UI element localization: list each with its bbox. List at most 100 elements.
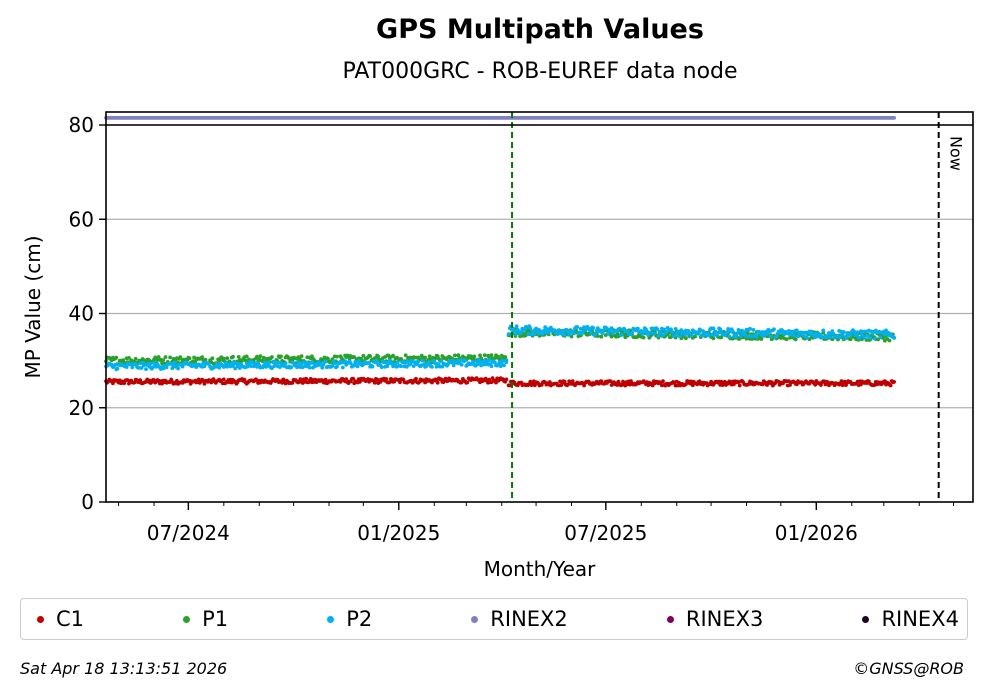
- point-p2: [620, 332, 624, 337]
- series-c1: [104, 376, 896, 388]
- legend-marker-rinex2: [471, 615, 479, 623]
- point-p1: [187, 356, 192, 361]
- point-p2: [379, 365, 384, 370]
- point-p2: [340, 365, 345, 370]
- point-c1: [562, 379, 567, 384]
- point-p2: [730, 329, 735, 334]
- point-p2: [231, 364, 235, 368]
- point-p1: [210, 356, 215, 361]
- series-p2: [104, 324, 896, 372]
- point-c1: [298, 377, 303, 381]
- legend-marker-c1: [37, 615, 44, 623]
- point-p2: [857, 335, 862, 340]
- point-p2: [716, 331, 720, 335]
- point-p1: [376, 354, 381, 359]
- y-tick-label: 80: [69, 113, 94, 137]
- legend-item-p1: P1: [183, 607, 228, 631]
- y-tick-label: 60: [69, 207, 94, 231]
- point-p1: [258, 354, 263, 358]
- point-p2: [528, 326, 533, 331]
- point-c1: [202, 381, 207, 386]
- point-p2: [884, 328, 888, 333]
- point-p2: [589, 331, 593, 335]
- point-p2: [792, 334, 797, 338]
- point-p2: [176, 366, 181, 371]
- point-p2: [139, 366, 144, 370]
- point-c1: [290, 381, 295, 385]
- point-p2: [489, 364, 494, 369]
- legend-item-p2: P2: [327, 607, 372, 631]
- point-p2: [768, 334, 773, 339]
- point-p2: [323, 359, 328, 364]
- point-p2: [406, 359, 410, 364]
- point-c1: [566, 382, 570, 387]
- chart-subtitle: PAT000GRC - ROB-EUREF data node: [342, 59, 738, 84]
- point-p1: [244, 354, 249, 359]
- point-p2: [296, 360, 301, 364]
- point-c1: [384, 377, 389, 381]
- point-p2: [440, 364, 445, 369]
- point-p2: [648, 330, 653, 335]
- point-c1: [504, 377, 509, 382]
- data-points: [104, 112, 940, 502]
- axes: Now 0 20 40 60 80 07/2024 01/2025 07/2025 01/2026…: [21, 111, 974, 581]
- point-p2: [148, 361, 153, 366]
- point-p2: [416, 359, 421, 364]
- point-p1: [423, 355, 427, 360]
- point-p2: [459, 362, 464, 367]
- point-p2: [348, 361, 353, 366]
- point-c1: [840, 383, 845, 388]
- point-p2: [487, 358, 492, 363]
- point-c1: [533, 383, 537, 388]
- point-p2: [868, 336, 872, 340]
- point-p1: [299, 354, 304, 359]
- point-p2: [395, 360, 400, 365]
- point-p2: [526, 332, 530, 336]
- point-p1: [503, 355, 508, 359]
- point-p1: [156, 355, 161, 359]
- point-p1: [178, 355, 183, 360]
- point-p2: [575, 325, 580, 329]
- point-p1: [236, 355, 241, 359]
- point-p2: [506, 332, 511, 336]
- point-p1: [270, 355, 274, 359]
- point-p1: [225, 356, 230, 360]
- point-c1: [111, 381, 115, 386]
- point-p2: [302, 360, 306, 365]
- point-p2: [796, 334, 800, 339]
- point-p1: [133, 356, 138, 361]
- point-p1: [759, 337, 764, 341]
- point-p1: [221, 356, 226, 361]
- point-p2: [821, 328, 826, 333]
- legend-item-rinex2: RINEX2: [471, 607, 568, 631]
- point-p2: [151, 365, 155, 370]
- footer-credit: ©GNSS@ROB: [853, 659, 964, 678]
- point-p2: [424, 364, 429, 368]
- legend-marker-rinex3: [666, 615, 674, 623]
- chart-plot: Now 0 20 40 60 80 07/2024 01/2025 07/2025 01/2026…: [21, 111, 974, 581]
- point-p2: [115, 366, 120, 371]
- point-p2: [451, 363, 456, 368]
- point-p1: [231, 354, 235, 359]
- point-p1: [335, 354, 339, 359]
- point-p2: [696, 331, 701, 336]
- point-p2: [283, 361, 288, 366]
- legend-item-rinex4: RINEX4: [862, 607, 959, 631]
- point-p2: [263, 360, 267, 365]
- point-p1: [391, 353, 395, 358]
- point-c1: [547, 380, 552, 384]
- point-p2: [330, 364, 335, 368]
- point-p2: [420, 358, 425, 363]
- point-p2: [734, 334, 739, 339]
- point-p2: [502, 363, 506, 368]
- point-p2: [504, 360, 509, 365]
- point-p2: [272, 364, 276, 369]
- point-p2: [706, 333, 711, 338]
- point-p2: [719, 329, 724, 334]
- point-c1: [387, 380, 392, 384]
- point-p2: [320, 365, 325, 370]
- point-p2: [335, 364, 339, 369]
- point-p2: [430, 365, 434, 369]
- point-p1: [161, 358, 166, 362]
- point-p2: [673, 327, 678, 331]
